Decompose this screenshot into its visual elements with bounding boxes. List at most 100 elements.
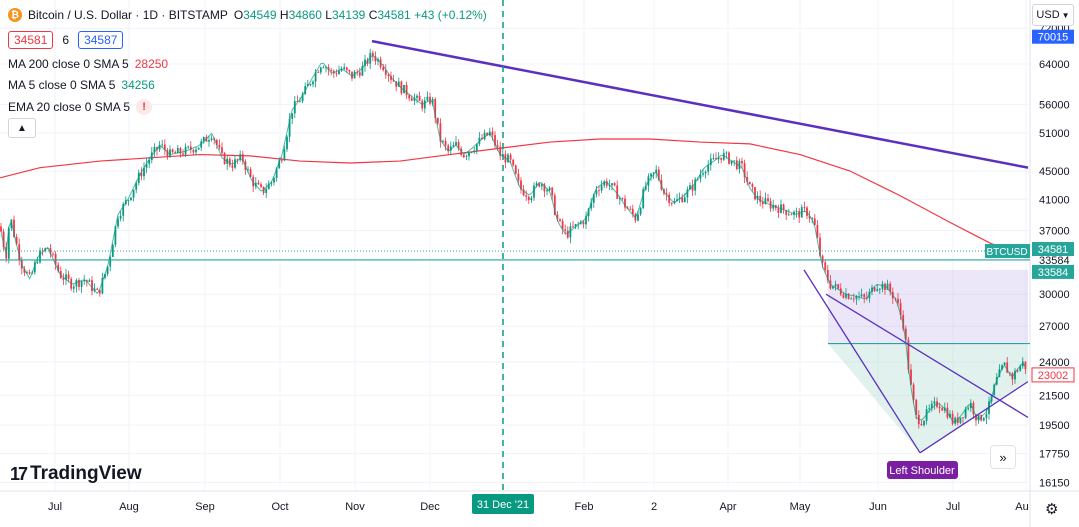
candle-body[interactable]	[564, 229, 567, 231]
candle-body[interactable]	[962, 417, 964, 419]
candle-body[interactable]	[553, 195, 556, 215]
candle-body[interactable]	[886, 283, 889, 290]
candle-body[interactable]	[2, 231, 5, 248]
candle-body[interactable]	[296, 101, 299, 103]
candle-body[interactable]	[598, 190, 600, 192]
candle-body[interactable]	[101, 277, 104, 294]
candle-body[interactable]	[265, 189, 268, 194]
candle-body[interactable]	[197, 147, 200, 150]
collapse-legend-button[interactable]: ▲	[8, 118, 36, 138]
candle-body[interactable]	[512, 159, 515, 166]
candle-body[interactable]	[845, 293, 847, 298]
candle-body[interactable]	[514, 165, 517, 174]
candle-body[interactable]	[899, 303, 902, 315]
candle-body[interactable]	[520, 180, 522, 190]
candle-body[interactable]	[13, 219, 15, 237]
candle-body[interactable]	[468, 152, 470, 157]
candle-body[interactable]	[834, 284, 837, 287]
candle-body[interactable]	[171, 149, 174, 153]
candle-body[interactable]	[637, 214, 639, 221]
indicator-ma5[interactable]: MA 5 close 0 SMA 5 34256	[8, 78, 155, 92]
candle-body[interactable]	[26, 272, 28, 274]
currency-selector[interactable]: USD ▼	[1032, 4, 1074, 26]
candle-body[interactable]	[972, 402, 975, 415]
candle-body[interactable]	[569, 226, 572, 238]
candle-body[interactable]	[423, 100, 426, 109]
candle-body[interactable]	[54, 253, 57, 265]
target-zone-upper[interactable]	[828, 269, 1028, 344]
candle-body[interactable]	[982, 418, 985, 421]
candle-body[interactable]	[473, 150, 476, 153]
candle-body[interactable]	[559, 219, 561, 222]
candle-body[interactable]	[470, 152, 473, 153]
candle-body[interactable]	[629, 208, 632, 210]
candle-body[interactable]	[322, 67, 325, 69]
candle-body[interactable]	[187, 146, 190, 148]
candle-body[interactable]	[964, 408, 967, 418]
indicator-ma200[interactable]: MA 200 close 0 SMA 5 28250	[8, 57, 168, 71]
candle-body[interactable]	[694, 179, 697, 191]
candle-body[interactable]	[1014, 370, 1016, 380]
candle-body[interactable]	[52, 253, 54, 255]
candle-body[interactable]	[842, 294, 845, 298]
candle-body[interactable]	[600, 185, 603, 191]
candle-body[interactable]	[616, 185, 619, 199]
candle-body[interactable]	[860, 294, 863, 297]
candle-body[interactable]	[36, 262, 39, 264]
candle-body[interactable]	[863, 294, 866, 298]
candle-body[interactable]	[106, 266, 109, 274]
candle-body[interactable]	[676, 199, 678, 202]
candle-body[interactable]	[1024, 361, 1027, 370]
candle-body[interactable]	[657, 169, 660, 180]
candle-body[interactable]	[631, 208, 634, 215]
candle-body[interactable]	[730, 160, 733, 164]
symbol-legend[interactable]: ₿ Bitcoin / U.S. Dollar · 1D · BITSTAMP …	[8, 8, 487, 22]
pattern-zone-lower[interactable]	[828, 343, 1028, 453]
candle-body[interactable]	[88, 280, 91, 282]
candle-body[interactable]	[104, 273, 106, 278]
candle-body[interactable]	[928, 408, 931, 410]
candle-body[interactable]	[522, 189, 525, 196]
candle-body[interactable]	[691, 185, 694, 191]
candle-body[interactable]	[145, 163, 148, 168]
candle-body[interactable]	[447, 145, 450, 151]
trendline[interactable]	[371, 39, 1029, 169]
candle-body[interactable]	[855, 296, 858, 300]
candle-body[interactable]	[741, 160, 743, 164]
candle-body[interactable]	[15, 236, 18, 245]
candle-body[interactable]	[603, 181, 606, 186]
candle-body[interactable]	[920, 424, 923, 426]
candle-body[interactable]	[395, 81, 398, 87]
candle-body[interactable]	[681, 197, 684, 203]
candle-body[interactable]	[644, 185, 647, 190]
candle-body[interactable]	[787, 214, 790, 216]
candle-body[interactable]	[650, 173, 652, 177]
candle-body[interactable]	[241, 154, 244, 162]
candle-body[interactable]	[483, 132, 486, 139]
candle-body[interactable]	[904, 328, 907, 340]
candle-body[interactable]	[249, 169, 252, 177]
candle-body[interactable]	[777, 208, 780, 213]
buy-button[interactable]: 34587	[78, 31, 124, 49]
candle-body[interactable]	[65, 274, 67, 280]
candle-body[interactable]	[72, 286, 75, 289]
candle-body[interactable]	[293, 101, 296, 114]
candle-body[interactable]	[111, 244, 114, 257]
candle-body[interactable]	[915, 399, 918, 415]
candle-body[interactable]	[247, 169, 249, 171]
candle-body[interactable]	[369, 52, 372, 64]
candle-body[interactable]	[132, 189, 135, 198]
candle-body[interactable]	[10, 219, 13, 228]
candle-body[interactable]	[1001, 365, 1003, 370]
candle-body[interactable]	[624, 198, 626, 208]
candle-body[interactable]	[642, 189, 645, 209]
candle-body[interactable]	[291, 113, 294, 119]
candle-body[interactable]	[611, 183, 613, 186]
candle-body[interactable]	[850, 298, 853, 300]
candle-body[interactable]	[912, 384, 915, 400]
candle-body[interactable]	[91, 280, 93, 292]
candle-body[interactable]	[494, 135, 496, 146]
candle-body[interactable]	[756, 195, 759, 200]
candle-body[interactable]	[910, 369, 912, 385]
candle-body[interactable]	[639, 208, 642, 215]
